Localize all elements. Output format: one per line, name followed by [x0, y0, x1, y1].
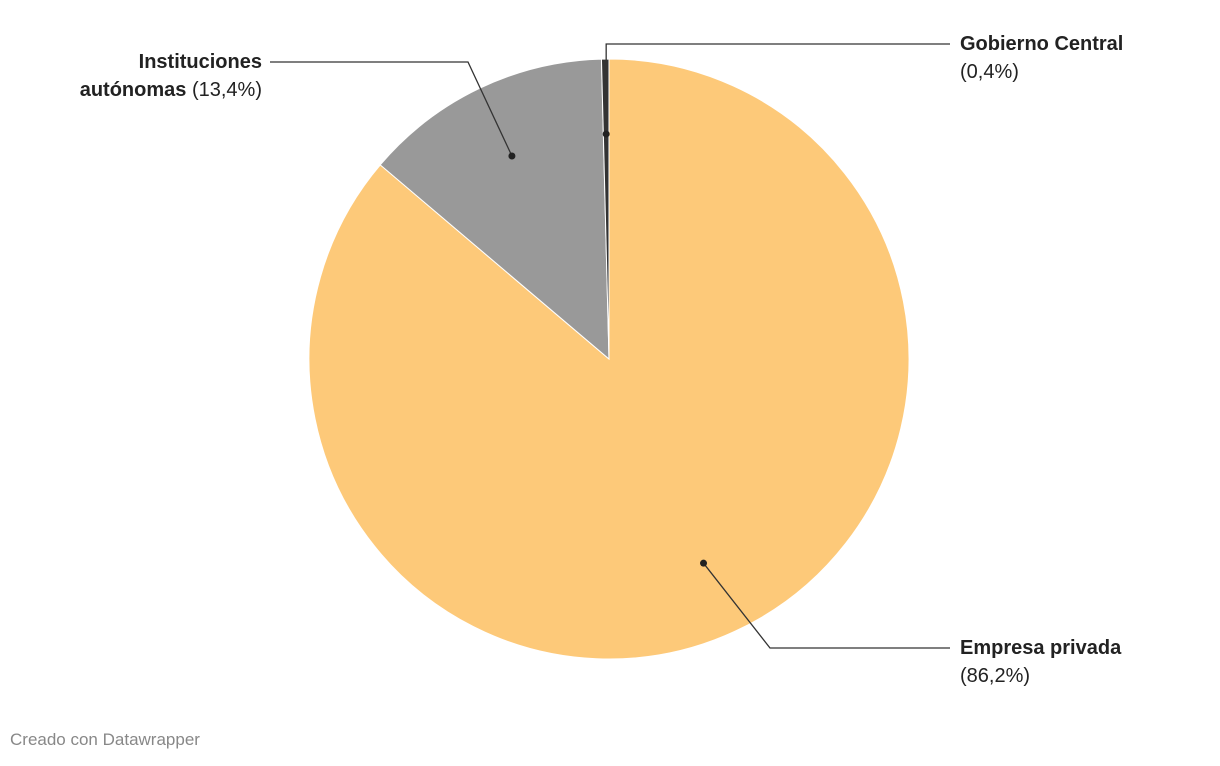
leader-dot — [508, 152, 516, 160]
slice-value: (13,4%) — [191, 79, 262, 101]
slice-label: Gobierno Central (0,4%) — [960, 30, 1123, 86]
leader-line — [703, 562, 950, 649]
slice-name: Empresa privada — [960, 637, 1122, 659]
slice-label: Empresa privada (86,2%) — [960, 634, 1121, 690]
leader-line — [270, 61, 513, 157]
credit: Creado con Datawrapper — [10, 730, 200, 749]
leader-dot — [602, 130, 610, 138]
pie-slice — [379, 58, 610, 361]
slice-label: Instituciones autónomas (13,4%) — [52, 48, 262, 104]
slice-value: (86,2%) — [960, 665, 1031, 687]
slice-value: (0,4%) — [960, 61, 1019, 83]
slice-name: Gobierno Central — [960, 33, 1124, 55]
slice-name: Instituciones autónomas — [79, 51, 262, 101]
leader-line — [605, 43, 950, 135]
leader-dot — [700, 559, 708, 567]
